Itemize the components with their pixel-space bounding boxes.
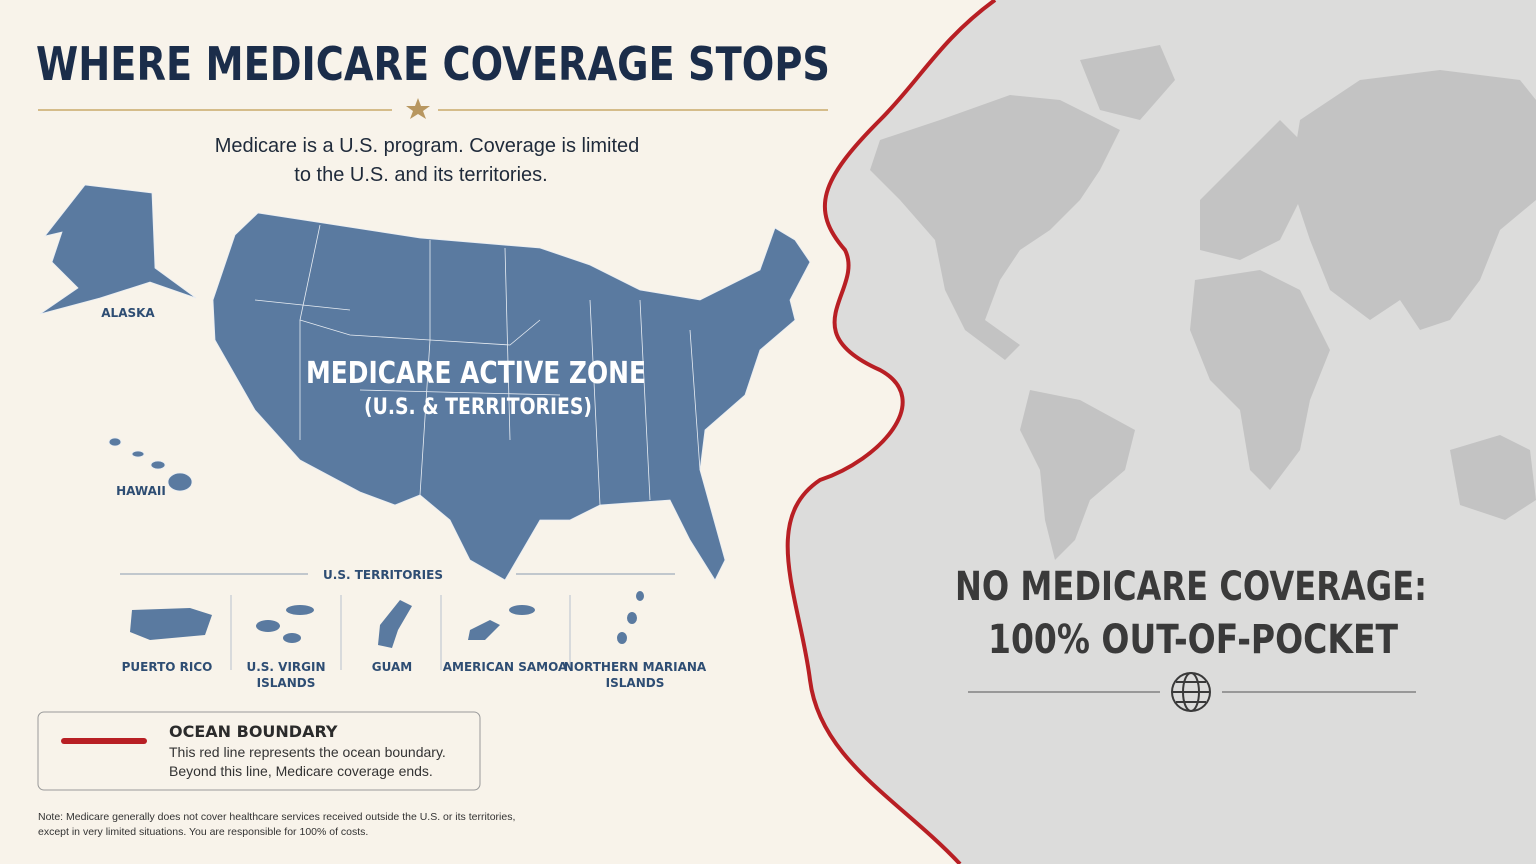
legend-text: Beyond this line, Medicare coverage ends… — [169, 763, 433, 779]
map-label: ALASKA — [101, 306, 155, 320]
title: WHERE MEDICARE COVERAGE STOPS — [36, 37, 830, 91]
star-icon — [406, 98, 430, 119]
mariana — [617, 632, 627, 644]
south-america — [1020, 390, 1135, 560]
alaska — [39, 184, 197, 315]
outside-label: NO MEDICARE COVERAGE: — [955, 564, 1427, 610]
europe — [1200, 120, 1310, 260]
hawaii — [108, 437, 122, 447]
zone-label: (U.S. & TERRITORIES) — [364, 395, 592, 420]
legend-title: OCEAN BOUNDARY — [169, 722, 338, 741]
territory-label: AMERICAN SAMOA — [443, 660, 568, 674]
note: except in very limited situations. You a… — [38, 826, 368, 838]
territory-label: U.S. VIRGIN — [246, 660, 325, 674]
territory-label: PUERTO RICO — [122, 660, 213, 674]
north-america — [870, 95, 1120, 360]
us-map — [39, 184, 811, 581]
zone-label: MEDICARE ACTIVE ZONE — [306, 356, 646, 391]
territory-label: ISLANDS — [606, 676, 665, 690]
outside-label: 100% OUT-OF-POCKET — [988, 617, 1399, 663]
american-samoa — [468, 620, 500, 640]
territory-label: ISLANDS — [257, 676, 316, 690]
virgin-islands — [286, 605, 314, 615]
note: Note: Medicare generally does not cover … — [38, 811, 515, 823]
subtitle: Medicare is a U.S. program. Coverage is … — [215, 135, 640, 157]
virgin-islands — [256, 620, 280, 632]
territory-shapes — [130, 591, 644, 648]
guam — [378, 600, 412, 648]
subtitle: to the U.S. and its territories. — [294, 164, 547, 186]
world-map — [870, 45, 1536, 560]
puerto-rico — [130, 608, 212, 640]
ocean-boundary — [785, 0, 997, 864]
territory-label: NORTHERN MARIANA — [564, 660, 707, 674]
territory-label: GUAM — [372, 660, 412, 674]
hawaii — [150, 460, 166, 470]
africa — [1190, 270, 1330, 490]
asia — [1290, 70, 1536, 330]
mariana — [636, 591, 644, 601]
legend-text: This red line represents the ocean bound… — [169, 744, 446, 760]
greenland — [1080, 45, 1175, 120]
contiguous-us — [212, 212, 811, 581]
australia — [1450, 435, 1536, 520]
mariana — [627, 612, 637, 624]
virgin-islands — [283, 633, 301, 643]
hawaii — [167, 472, 193, 492]
globe-icon — [1171, 672, 1211, 712]
map-label: HAWAII — [116, 484, 166, 498]
dividers — [230, 595, 571, 670]
american-samoa — [509, 605, 535, 615]
state-lines — [254, 224, 701, 506]
legend-box — [37, 711, 481, 791]
hawaii — [131, 450, 145, 458]
territories-heading: U.S. TERRITORIES — [323, 568, 443, 582]
